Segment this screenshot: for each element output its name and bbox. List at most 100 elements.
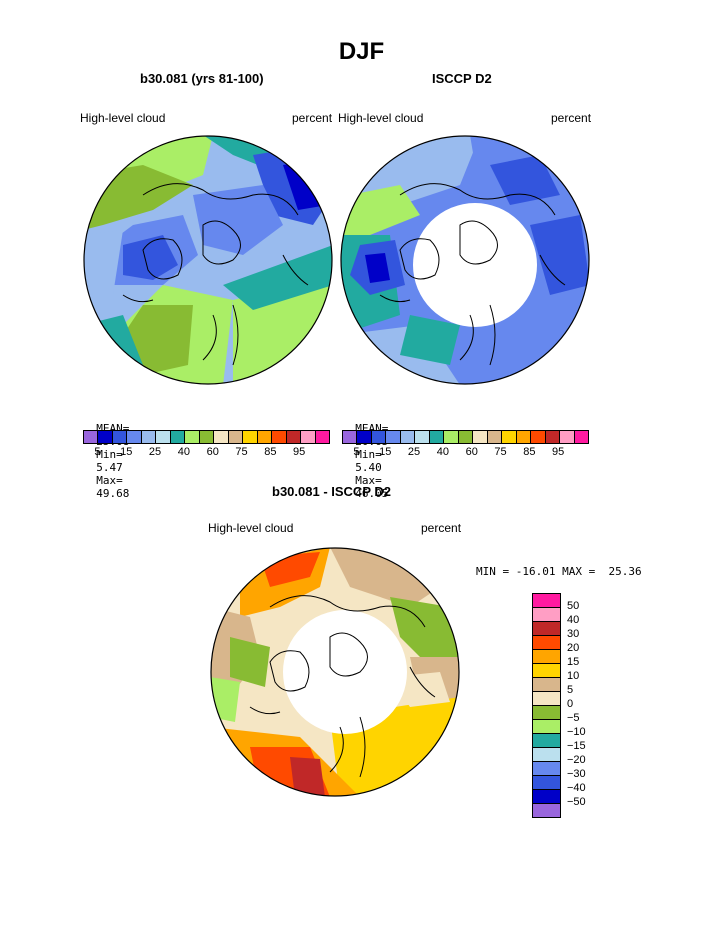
colorbar-swatch [429,431,445,443]
left-max-value: 49.68 [96,487,130,500]
colorbar-swatch [214,431,229,443]
colorbar-swatch [574,431,588,443]
colorbar-label: −20 [567,754,586,766]
left-min-label: Min= [96,448,123,461]
colorbar-label: 85 [264,446,277,458]
colorbar-label: 5 [353,446,360,458]
colorbar-swatch [531,431,546,443]
colorbar-swatch [533,706,560,720]
colorbar-swatch [533,790,560,804]
colorbar-label: −30 [567,768,586,780]
colorbar-swatch [286,431,302,443]
left-min-value: 5.47 [96,461,123,474]
colorbar-swatch [371,431,387,443]
left-panel-title: b30.081 (yrs 81-100) [140,71,264,86]
right-panel-variable-label: High-level cloud [338,111,424,125]
colorbar-swatch [473,431,488,443]
colorbar-swatch [533,804,560,817]
right-panel-title: ISCCP D2 [432,71,492,86]
colorbar-label: 15 [379,446,392,458]
colorbar-label: 15 [567,656,580,668]
colorbar-swatch [243,431,258,443]
right-max-value: 46.05 [355,487,389,500]
right-max-label: Max= [355,474,382,487]
colorbar-swatch [545,431,561,443]
colorbar-swatch [156,431,171,443]
colorbar-label: 95 [293,446,306,458]
colorbar-swatch [228,431,244,443]
colorbar-swatch [257,431,273,443]
colorbar-swatch [301,431,316,443]
colorbar-label: 25 [407,446,421,458]
right-min-label: Min= [355,448,382,461]
right-map-no-data-region [413,203,537,327]
colorbar-swatch [533,664,560,678]
colorbar-label: 50 [567,600,580,612]
right-polar-map [340,135,590,385]
diff-panel-title: b30.081 - ISCCP D2 [272,484,391,499]
colorbar-swatch [533,734,560,748]
diff-minmax: MIN = -16.01 MAX = 25.36 [476,565,642,578]
colorbar-swatch [199,431,215,443]
left-colorbar-labels: 5 15 25 40 60 75 85 95 [83,446,328,460]
diff-polar-map [210,547,460,797]
colorbar-label: 5 [94,446,101,458]
colorbar-label: −15 [567,740,586,752]
colorbar-swatch [127,431,142,443]
colorbar-swatch [533,594,560,608]
colorbar-label: −50 [567,796,586,808]
colorbar-label: 40 [567,614,580,626]
colorbar-label: 40 [436,446,449,458]
colorbar-swatch [533,608,560,622]
colorbar-swatch [400,431,416,443]
colorbar-swatch [533,636,560,650]
colorbar-swatch [533,692,560,706]
colorbar-swatch [343,431,358,443]
colorbar-label: 60 [206,446,219,458]
colorbar-swatch [533,762,560,776]
colorbar-swatch [560,431,575,443]
colorbar-swatch [112,431,128,443]
diff-colorbar [532,593,561,818]
colorbar-swatch [533,720,560,734]
page-title: DJF [338,38,385,65]
left-max-label: Max= [96,474,123,487]
colorbar-swatch [533,650,560,664]
colorbar-label: 60 [465,446,478,458]
right-min-value: 5.40 [355,461,382,474]
left-polar-map [83,135,333,385]
diff-map-no-data-region [283,610,407,734]
colorbar-swatch [502,431,517,443]
colorbar-label: −5 [567,712,580,724]
colorbar-swatch [98,431,113,443]
diff-panel-unit-label: percent [421,521,462,535]
left-panel-variable-label: High-level cloud [80,111,166,125]
colorbar-label: −40 [567,782,586,794]
right-panel-unit-label: percent [551,111,592,125]
colorbar-swatch [141,431,157,443]
colorbar-swatch [386,431,401,443]
colorbar-label: 30 [567,628,580,640]
colorbar-swatch [487,431,503,443]
left-panel-unit-label: percent [292,111,333,125]
colorbar-swatch [272,431,287,443]
colorbar-swatch [458,431,474,443]
colorbar-swatch [185,431,200,443]
colorbar-label: 95 [552,446,565,458]
colorbar-label: 75 [494,446,507,458]
right-colorbar [342,430,589,444]
colorbar-swatch [533,622,560,636]
left-colorbar [83,430,330,444]
colorbar-label: −10 [567,726,586,738]
colorbar-label: 75 [235,446,248,458]
colorbar-swatch [533,678,560,692]
colorbar-label: 40 [177,446,190,458]
colorbar-swatch [533,748,560,762]
colorbar-swatch [357,431,372,443]
diff-panel-variable-label: High-level cloud [208,521,294,535]
colorbar-label: 20 [567,642,580,654]
colorbar-swatch [84,431,99,443]
colorbar-label: 5 [567,684,574,696]
colorbar-swatch [444,431,459,443]
colorbar-label: 0 [567,698,574,710]
